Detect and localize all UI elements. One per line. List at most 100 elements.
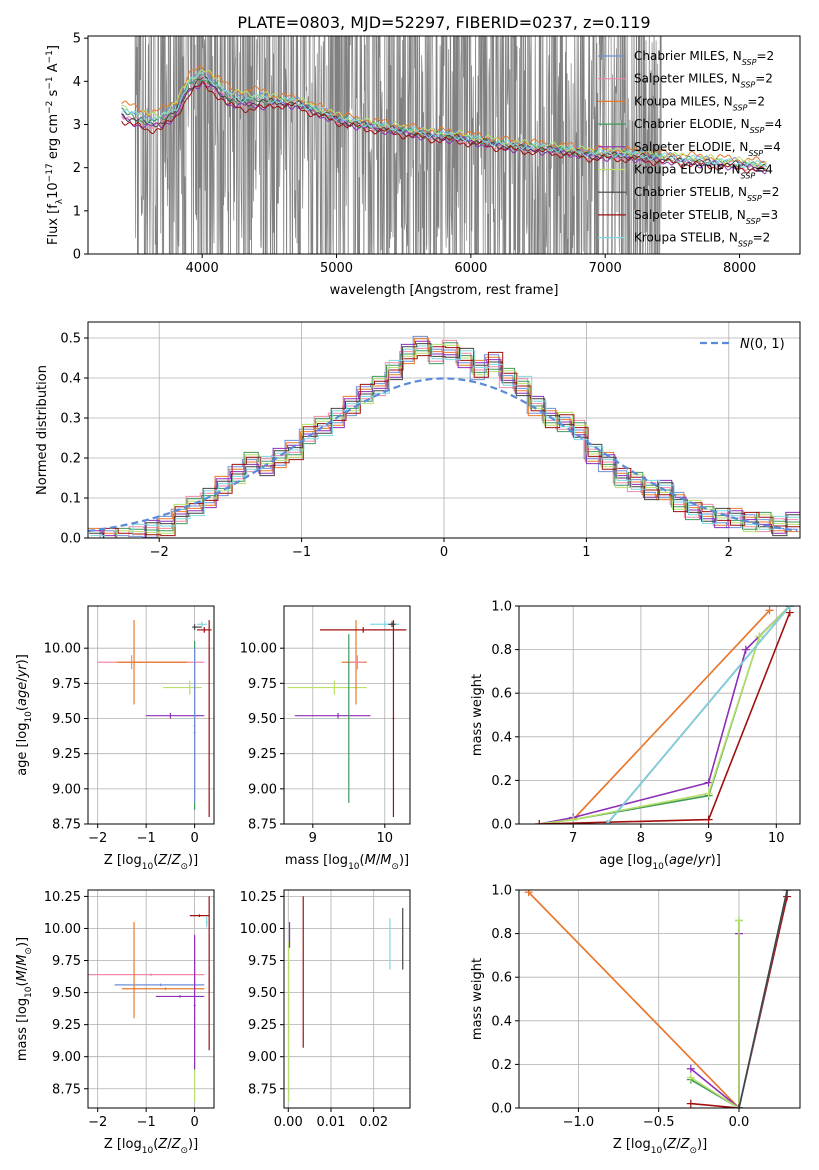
y-tick-label: 0.2 (60, 452, 81, 467)
data-point (686, 1073, 695, 1082)
data-point (686, 1099, 695, 1108)
spectrum-plot-area (121, 36, 767, 254)
x-tick-label: 0.02 (359, 1115, 388, 1130)
errorbar-marker (114, 983, 205, 987)
legend-entry: Salpeter ELODIE, NSSP=4 (634, 140, 781, 158)
data-point (569, 815, 578, 824)
y-tick-label: 9.25 (52, 1018, 81, 1033)
errorbar-marker (288, 922, 291, 948)
errorbar-marker (189, 914, 210, 917)
y-tick-label: 0.6 (491, 971, 512, 986)
weight-vs-age-frame (518, 605, 801, 825)
age-vs-mass-panel (280, 605, 411, 828)
y-axis-label: Flux [fλ10−17 erg cm−2 s−1 A−1] (45, 45, 65, 245)
y-axis-label: mass weight (470, 958, 485, 1040)
y-tick-label: 5 (73, 32, 81, 47)
y-tick-label: 9.75 (248, 954, 277, 969)
y-tick-label: 9.00 (248, 782, 277, 797)
weight-line (690, 896, 788, 1108)
x-tick-label: 6000 (454, 261, 487, 276)
errorbar-marker (133, 922, 135, 1019)
y-tick-label: 0.2 (491, 774, 512, 789)
y-tick-label: 10.25 (240, 890, 277, 905)
data-point (741, 645, 750, 654)
model-line-9 (121, 72, 767, 169)
x-axis-label: age [log10(age/yr)] (599, 853, 721, 872)
mass-vs-ebv-frame (283, 889, 411, 1109)
x-tick-label: −1 (137, 1115, 156, 1130)
x-tick-label: 0.0 (729, 1115, 750, 1130)
x-tick-label: −2 (88, 1115, 107, 1130)
y-tick-label: 10.00 (44, 642, 81, 657)
legend-entry: Salpeter STELIB, NSSP=3 (634, 208, 778, 226)
weight-vs-Z-panel (515, 889, 801, 1112)
mass-vs-ebv-panel (280, 889, 411, 1112)
y-tick-label: 9.00 (52, 782, 81, 797)
x-tick-label: 5000 (320, 261, 353, 276)
model-line-8 (121, 80, 767, 174)
age-vs-Z-plot-area (97, 620, 212, 817)
legend-entry: Kroupa ELODIE, NSSP=4 (634, 163, 773, 181)
mass-vs-Z-panel (84, 889, 215, 1112)
x-tick-label: −2 (88, 831, 107, 846)
y-tick-label: 2 (73, 161, 81, 176)
y-axis-label: mass [log10(M/M⊙)] (15, 937, 34, 1061)
x-axis-label: wavelength [Angstrom, rest frame] (330, 283, 559, 298)
x-tick-label: −1 (292, 545, 311, 560)
y-tick-label: 9.75 (248, 677, 277, 692)
y-tick-label: 0.2 (491, 1058, 512, 1073)
errorbar-marker (389, 918, 391, 970)
errorbar-marker (302, 896, 304, 1048)
data-point (765, 606, 774, 615)
x-tick-label: 1 (582, 545, 590, 560)
errorbar-marker (208, 620, 210, 817)
x-axis-label: Z [log10(Z/Z⊙)] (104, 853, 198, 872)
y-tick-label: 3 (73, 118, 81, 133)
errorbar-marker (117, 620, 188, 705)
x-tick-label: 0.01 (317, 1115, 346, 1130)
x-tick-label: 7 (569, 831, 577, 846)
y-axis-label: age [log10(age/yr)] (15, 654, 34, 776)
weight-line (528, 891, 740, 1108)
errorbar-marker (288, 941, 290, 1102)
y-tick-label: 10.25 (44, 890, 81, 905)
x-tick-label: 9 (704, 831, 712, 846)
weight-vs-Z-plot-area (524, 890, 792, 1108)
x-tick-label: 8000 (723, 261, 756, 276)
weight-line (539, 606, 791, 824)
x-tick-label: 0 (190, 1115, 198, 1130)
errorbar-marker (205, 916, 208, 928)
y-tick-label: 0.4 (60, 372, 81, 387)
errorbar-marker (388, 621, 396, 628)
x-tick-label: 9 (309, 831, 317, 846)
histogram-step-9 (90, 345, 800, 538)
y-tick-label: 0.5 (60, 332, 81, 347)
x-axis-label: Z [log10(Z/Z⊙)] (613, 1137, 707, 1156)
mass-vs-Z-frame (87, 889, 215, 1109)
weight-vs-Z-frame (518, 889, 801, 1109)
y-tick-label: 1 (73, 204, 81, 219)
errorbar-marker (163, 680, 202, 695)
y-tick-label: 0.4 (491, 730, 512, 745)
spectrum-panel (84, 35, 801, 258)
y-tick-label: 8.75 (52, 818, 81, 833)
x-tick-label: 7000 (589, 261, 622, 276)
data-point (603, 820, 612, 824)
age-vs-Z-frame (87, 605, 215, 825)
x-tick-label: −0.5 (643, 1115, 675, 1130)
x-tick-label: 0.00 (274, 1115, 303, 1130)
legend-entry: Kroupa MILES, NSSP=2 (634, 94, 765, 112)
chart-title: PLATE=0803, MJD=52297, FIBERID=0237, z=0… (237, 13, 650, 32)
residuals-panel (84, 321, 801, 542)
y-tick-label: 9.50 (248, 712, 277, 727)
y-tick-label: 0.8 (491, 927, 512, 942)
errorbar-marker (193, 648, 196, 803)
y-tick-label: 0.0 (491, 818, 512, 833)
data-point (755, 632, 764, 641)
spectrum-legend: Chabrier MILES, NSSP=2 Salpeter MILES, NS… (598, 49, 782, 248)
y-tick-label: 0 (73, 248, 81, 263)
weight-line (606, 606, 791, 824)
y-tick-label: 0.8 (491, 643, 512, 658)
histogram-step-3 (88, 338, 799, 538)
